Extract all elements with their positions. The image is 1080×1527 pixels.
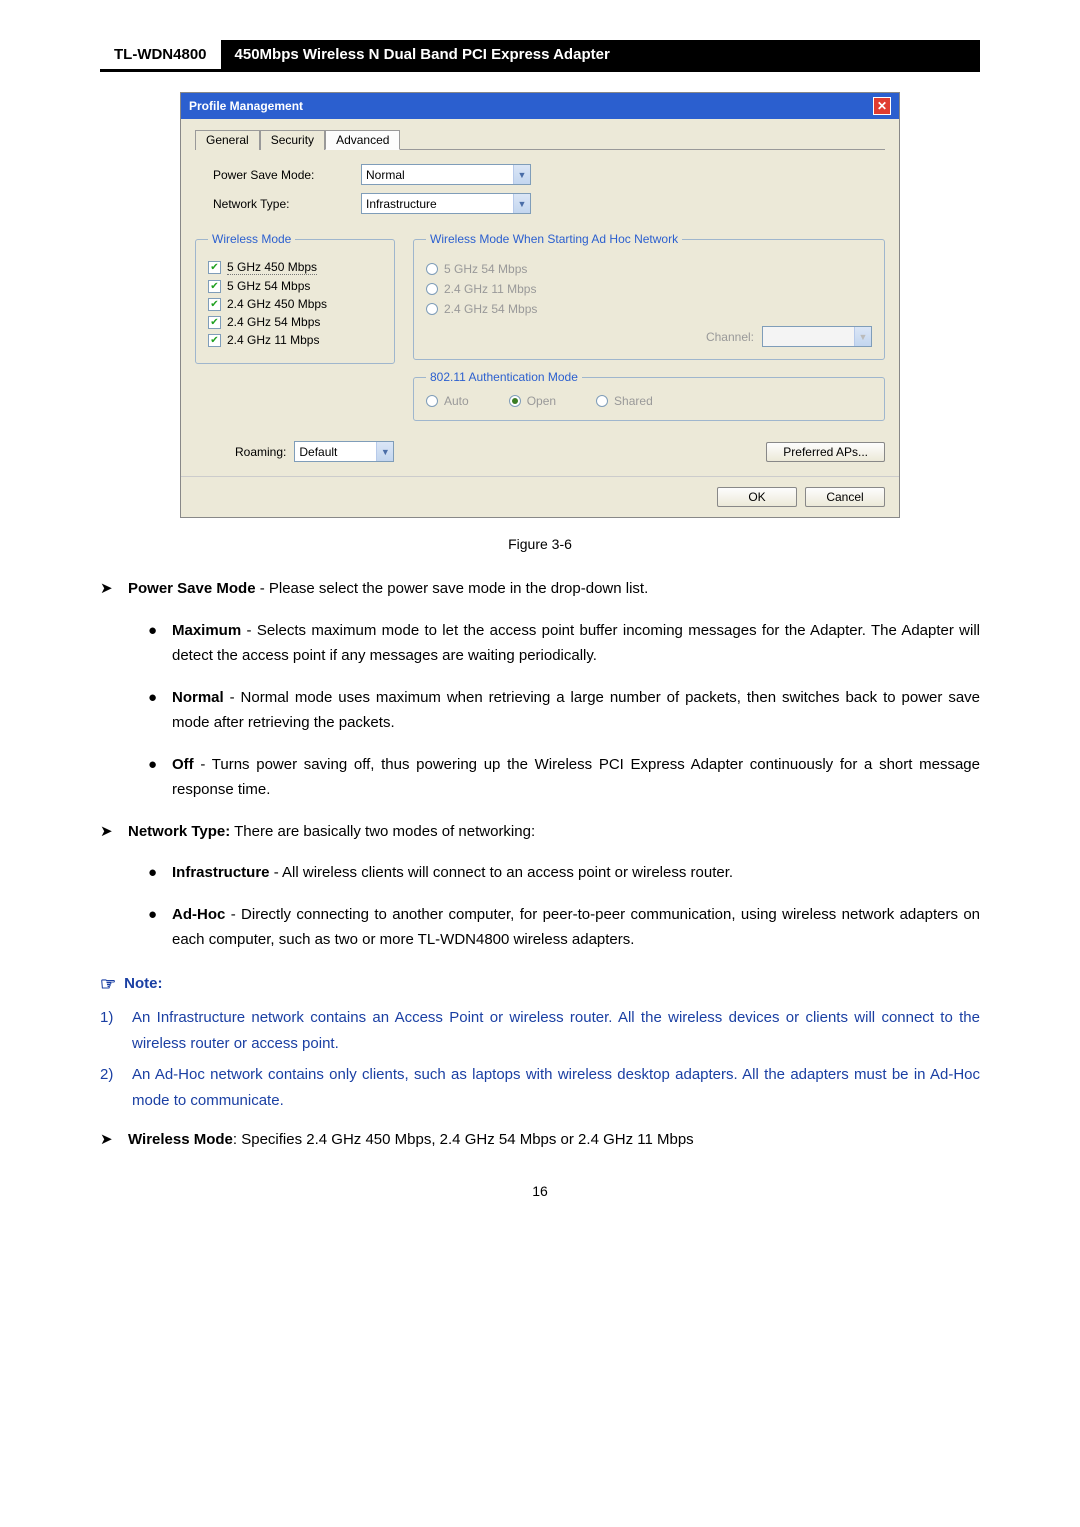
bullet-icon: ● [148, 902, 162, 953]
nt-text: There are basically two modes of network… [230, 823, 535, 840]
adhoc-legend: Wireless Mode When Starting Ad Hoc Netwo… [426, 232, 682, 246]
bullet-icon: ● [148, 860, 162, 886]
content-body: ➤ Power Save Mode - Please select the po… [100, 576, 980, 1153]
wireless-mode-group: Wireless Mode ✔ 5 GHz 450 Mbps ✔ 5 GHz 54 … [195, 232, 395, 364]
wm-opt-2: 2.4 GHz 450 Mbps [227, 297, 327, 311]
dialog-titlebar: Profile Management ✕ [181, 93, 899, 119]
adhoc-opt-2: 2.4 GHz 54 Mbps [444, 302, 537, 316]
chevron-down-icon: ▼ [513, 194, 530, 213]
adhoc-mode-group: Wireless Mode When Starting Ad Hoc Netwo… [413, 232, 885, 360]
auth-shared: Shared [614, 394, 653, 408]
radio-icon [509, 395, 521, 407]
power-save-select[interactable]: Normal ▼ [361, 164, 531, 185]
network-type-value: Infrastructure [366, 197, 437, 211]
roaming-select[interactable]: Default ▼ [294, 441, 394, 462]
psm-label: Power Save Mode [128, 580, 256, 597]
chevron-down-icon: ▼ [854, 327, 871, 346]
wm-opt-1: 5 GHz 54 Mbps [227, 279, 310, 293]
figure-caption: Figure 3-6 [100, 536, 980, 552]
radio-icon [426, 283, 438, 295]
ok-button[interactable]: OK [717, 487, 797, 507]
chevron-down-icon: ▼ [376, 442, 393, 461]
tab-advanced[interactable]: Advanced [325, 130, 400, 150]
chevron-down-icon: ▼ [513, 165, 530, 184]
channel-label: Channel: [706, 330, 754, 344]
nt-adhoc-text: - Directly connecting to another compute… [172, 906, 980, 949]
radio-icon [596, 395, 608, 407]
wm-opt-3: 2.4 GHz 54 Mbps [227, 315, 320, 329]
nt-infra-label: Infrastructure [172, 864, 270, 881]
tab-general[interactable]: General [195, 130, 260, 150]
page-number: 16 [100, 1183, 980, 1199]
adhoc-opt-1: 2.4 GHz 11 Mbps [444, 282, 536, 296]
page-header: TL-WDN4800 450Mbps Wireless N Dual Band … [100, 40, 980, 72]
note-num-1: 1) [100, 1005, 122, 1056]
auth-open: Open [527, 394, 556, 408]
arrow-icon: ➤ [100, 576, 118, 602]
wm-text: : Specifies 2.4 GHz 450 Mbps, 2.4 GHz 54… [233, 1131, 694, 1148]
roaming-label: Roaming: [235, 445, 286, 459]
auth-auto: Auto [444, 394, 469, 408]
bullet-icon: ● [148, 618, 162, 669]
wm-opt-0: 5 GHz 450 Mbps [227, 260, 317, 275]
adhoc-opt-0: 5 GHz 54 Mbps [444, 262, 527, 276]
psm-off-label: Off [172, 756, 194, 773]
network-type-label: Network Type: [213, 197, 343, 211]
bullet-icon: ● [148, 685, 162, 736]
wireless-mode-legend: Wireless Mode [208, 232, 295, 246]
note-1-text: An Infrastructure network contains an Ac… [132, 1005, 980, 1056]
radio-icon [426, 263, 438, 275]
dialog-title-text: Profile Management [189, 99, 303, 113]
product-title: 450Mbps Wireless N Dual Band PCI Express… [221, 40, 980, 69]
checkbox-icon[interactable]: ✔ [208, 261, 221, 274]
psm-max-text: - Selects maximum mode to let the access… [172, 622, 980, 665]
psm-normal-text: - Normal mode uses maximum when retrievi… [172, 689, 980, 732]
network-type-select[interactable]: Infrastructure ▼ [361, 193, 531, 214]
bullet-icon: ● [148, 752, 162, 803]
checkbox-icon[interactable]: ✔ [208, 316, 221, 329]
psm-text: - Please select the power save mode in t… [256, 580, 649, 597]
nt-infra-text: - All wireless clients will connect to a… [270, 864, 734, 881]
wm-label: Wireless Mode [128, 1131, 233, 1148]
radio-icon [426, 303, 438, 315]
channel-select: ▼ [762, 326, 872, 347]
radio-icon [426, 395, 438, 407]
note-num-2: 2) [100, 1062, 122, 1113]
psm-max-label: Maximum [172, 622, 241, 639]
close-icon[interactable]: ✕ [873, 97, 891, 115]
note-heading: Note: [124, 971, 162, 997]
nt-adhoc-label: Ad-Hoc [172, 906, 225, 923]
checkbox-icon[interactable]: ✔ [208, 334, 221, 347]
arrow-icon: ➤ [100, 1127, 118, 1153]
nt-label: Network Type: [128, 823, 230, 840]
note-2-text: An Ad-Hoc network contains only clients,… [132, 1062, 980, 1113]
model-label: TL-WDN4800 [100, 40, 221, 69]
checkbox-icon[interactable]: ✔ [208, 298, 221, 311]
wm-opt-4: 2.4 GHz 11 Mbps [227, 333, 319, 347]
auth-mode-group: 802.11 Authentication Mode Auto Open Sha… [413, 370, 885, 421]
dialog-tabs: General Security Advanced [195, 129, 885, 150]
hand-icon: ☞ [100, 969, 116, 1000]
psm-off-text: - Turns power saving off, thus powering … [172, 756, 980, 799]
cancel-button[interactable]: Cancel [805, 487, 885, 507]
preferred-aps-button[interactable]: Preferred APs... [766, 442, 885, 462]
power-save-value: Normal [366, 168, 405, 182]
psm-normal-label: Normal [172, 689, 224, 706]
checkbox-icon[interactable]: ✔ [208, 280, 221, 293]
auth-legend: 802.11 Authentication Mode [426, 370, 582, 384]
power-save-label: Power Save Mode: [213, 168, 343, 182]
arrow-icon: ➤ [100, 819, 118, 845]
profile-management-dialog: Profile Management ✕ General Security Ad… [180, 92, 900, 518]
tab-security[interactable]: Security [260, 130, 325, 150]
roaming-value: Default [299, 445, 337, 459]
